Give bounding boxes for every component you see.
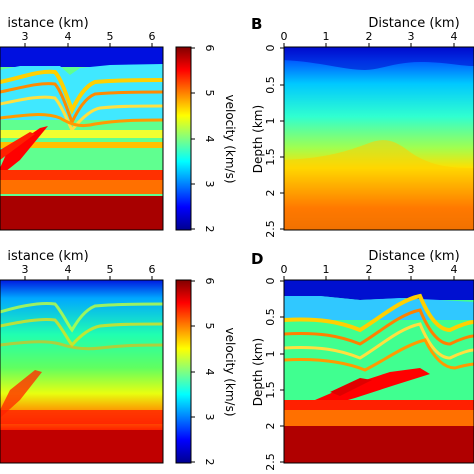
- panel-d-upper-sediment: [284, 296, 474, 320]
- panel-d-fold-band-3: [284, 322, 474, 360]
- panel-d-thrust-wedge-1: [315, 368, 430, 408]
- panel-a: [0, 47, 163, 230]
- panel-a-x-label: istance (km): [7, 16, 88, 31]
- colorbar-top-tick: 2: [203, 226, 216, 233]
- panel-d-x-label: Distance (km): [368, 249, 459, 264]
- panel-d-y-tick: 2: [264, 423, 277, 430]
- panel-a-water-layer: [0, 47, 163, 67]
- panel-b-x-axis: Distance (km) 0 1 2 3 4: [281, 16, 460, 47]
- panel-b-x-tick: 3: [408, 30, 415, 43]
- panel-c-x-tick: 4: [65, 263, 72, 276]
- panel-d-y-tick: 1: [264, 351, 277, 358]
- panel-d-x-tick: 0: [281, 263, 288, 276]
- panel-d-letter: D: [251, 250, 263, 268]
- panel-b-water-dome: [284, 47, 474, 70]
- panel-a-x-tick: 3: [22, 30, 29, 43]
- panel-a-layer-4: [0, 180, 163, 194]
- panel-b-y-tick: 0: [264, 45, 277, 52]
- panel-c-fold-band-1: [0, 302, 163, 333]
- colorbar-bottom-tick: 2: [203, 459, 216, 466]
- panel-d-y-tick: 0.5: [264, 308, 277, 326]
- panel-c-thrust-blur: [0, 370, 42, 418]
- panel-d-x-tick: 1: [323, 263, 330, 276]
- panel-d-frame: [283, 279, 474, 464]
- colorbar-top: [175, 46, 192, 231]
- panel-d-x-tick: 4: [451, 263, 458, 276]
- panel-b-x-label: Distance (km): [368, 16, 459, 31]
- panel-c-basement: [0, 430, 163, 463]
- panel-a-thrust-wedge-1: [0, 126, 48, 176]
- panel-b: [284, 47, 474, 230]
- colorbar-bottom-tick: 3: [203, 414, 216, 421]
- panel-d-basement: [284, 426, 474, 463]
- colorbar-bottom: [175, 279, 192, 464]
- panel-d-y-axis: 0 0.5 1 1.5 2 2.5 Depth (km): [251, 278, 284, 471]
- colorbar-bottom-label: velocity (km/s): [223, 327, 237, 416]
- panel-a-fold-band-1: [0, 69, 163, 115]
- panel-d-layer-1: [284, 400, 474, 410]
- panel-d-thrust-wedge-2: [330, 378, 372, 396]
- panel-d-y-label: Depth (km): [251, 338, 265, 406]
- panel-a-frame: [0, 46, 164, 231]
- panel-d: [284, 280, 474, 463]
- colorbar-top-tick: 3: [203, 181, 216, 188]
- panel-a-x-axis: istance (km) 3 4 5 6: [7, 16, 156, 47]
- panel-d-y-tick: 2.5: [264, 453, 277, 471]
- panel-c-layer-1: [0, 410, 163, 424]
- panel-b-y-tick: 2: [264, 190, 277, 197]
- panel-a-layer-2: [0, 142, 163, 148]
- panel-d-y-tick: 1.5: [264, 381, 277, 399]
- colorbar-top-tick: 4: [203, 136, 216, 143]
- panel-b-y-axis: 0 0.5 1 1.5 2 2.5 Depth (km): [251, 45, 284, 238]
- colorbar-bottom-tick: 4: [203, 369, 216, 376]
- panel-d-y-tick: 0: [264, 278, 277, 285]
- panel-b-y-tick: 1: [264, 118, 277, 125]
- panel-b-x-tick: 1: [323, 30, 330, 43]
- panel-b-uplift-bulge: [284, 140, 474, 230]
- panel-b-x-tick: 2: [366, 30, 373, 43]
- panel-c: [0, 280, 163, 463]
- panel-d-x-tick: 3: [408, 263, 415, 276]
- panel-c-fold-band-3: [0, 340, 163, 351]
- panel-b-y-tick: 1.5: [264, 148, 277, 166]
- panel-a-fold-band-2: [0, 82, 163, 126]
- panel-a-x-tick: 4: [65, 30, 72, 43]
- panel-a-layer-1: [0, 130, 163, 138]
- panel-d-fold-band-2: [284, 308, 474, 346]
- panel-b-y-label: Depth (km): [251, 105, 265, 173]
- panel-c-x-tick: 3: [22, 263, 29, 276]
- panel-b-x-tick: 4: [451, 30, 458, 43]
- panel-c-fold-band-2: [0, 318, 163, 348]
- panel-d-x-tick: 2: [366, 263, 373, 276]
- panel-d-water-layer: [284, 280, 474, 300]
- colorbar-top-tick: 6: [203, 45, 216, 52]
- panel-a-fold-band-4: [0, 113, 163, 128]
- panel-a-x-tick: 5: [107, 30, 114, 43]
- panel-d-layer-2: [284, 410, 474, 426]
- panel-a-basement: [0, 196, 163, 230]
- panel-a-thrust-wedge-2: [0, 132, 35, 160]
- panel-d-fold-band-4: [284, 338, 474, 372]
- panel-d-x-axis: Distance (km) 0 1 2 3 4: [281, 249, 460, 280]
- panel-c-x-label: istance (km): [7, 249, 88, 264]
- colorbar-top-tick: 5: [203, 90, 216, 97]
- panel-b-x-tick: 0: [281, 30, 288, 43]
- panel-c-x-tick: 6: [149, 263, 156, 276]
- panel-b-frame: [283, 46, 474, 231]
- panel-a-layer-3: [0, 170, 163, 180]
- panel-a-x-tick: 6: [149, 30, 156, 43]
- panel-b-y-tick: 0.5: [264, 76, 277, 94]
- panel-c-x-tick: 5: [107, 263, 114, 276]
- panel-b-y-tick: 2.5: [264, 220, 277, 238]
- colorbar-top-ticks: 6 5 4 3 2 velocity (km/s): [191, 45, 237, 233]
- panel-c-x-axis: istance (km) 3 4 5 6: [7, 249, 156, 280]
- colorbar-bottom-tick: 6: [203, 278, 216, 285]
- colorbar-bottom-ticks: 6 5 4 3 2 velocity (km/s): [191, 278, 237, 466]
- panel-d-fold-band-1: [284, 293, 474, 333]
- colorbar-top-label: velocity (km/s): [223, 94, 237, 183]
- colorbar-bottom-tick: 5: [203, 323, 216, 330]
- panel-b-letter: B: [251, 15, 262, 33]
- panel-c-frame: [0, 279, 164, 464]
